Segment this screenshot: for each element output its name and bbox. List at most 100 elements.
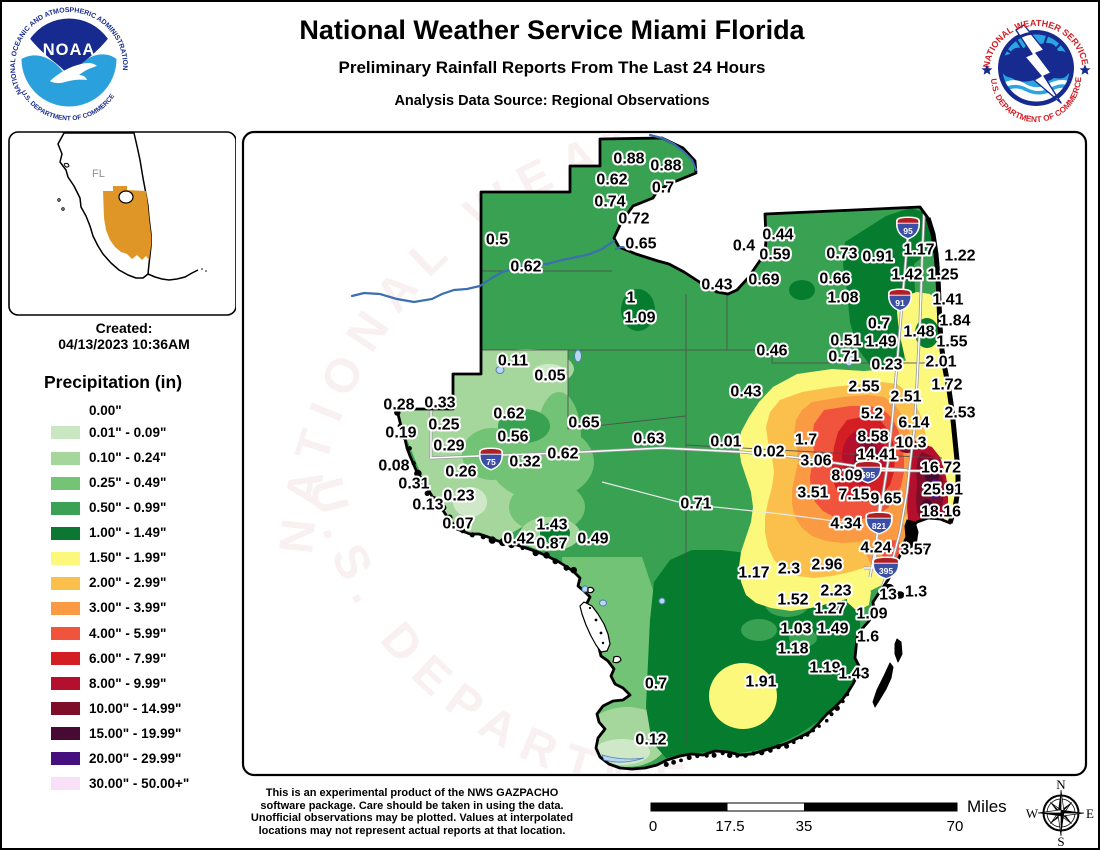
svg-text:95: 95 [903,226,913,236]
svg-text:1.08: 1.08 [827,290,858,307]
svg-text:0.32: 0.32 [509,454,540,471]
svg-text:0: 0 [649,818,657,835]
svg-text:0.49: 0.49 [577,531,608,548]
svg-text:1.19: 1.19 [809,660,840,677]
svg-text:2.51: 2.51 [890,389,921,406]
svg-text:1.18: 1.18 [777,641,808,658]
svg-text:0.62: 0.62 [596,172,627,189]
svg-text:821: 821 [872,521,887,531]
svg-text:1.42: 1.42 [891,267,922,284]
svg-text:13: 13 [879,587,897,604]
svg-text:0.71: 0.71 [828,349,859,366]
svg-text:0.08: 0.08 [378,458,409,475]
svg-text:1.52: 1.52 [777,592,808,609]
svg-text:3.57: 3.57 [900,542,931,559]
svg-text:0.01: 0.01 [710,434,741,451]
svg-text:0.12: 0.12 [635,732,666,749]
svg-text:0.72: 0.72 [618,211,649,228]
svg-text:395: 395 [879,566,894,576]
svg-text:2.96: 2.96 [811,557,842,574]
svg-text:2.01: 2.01 [925,354,956,371]
svg-text:0.31: 0.31 [398,476,429,493]
svg-text:0.02: 0.02 [753,444,784,461]
svg-text:1.43: 1.43 [536,517,567,534]
svg-text:1.25: 1.25 [927,267,958,284]
svg-text:70: 70 [947,818,964,835]
svg-text:0.7: 0.7 [868,316,890,333]
svg-text:0.4: 0.4 [733,238,755,255]
svg-text:4.24: 4.24 [860,540,891,557]
svg-text:0.74: 0.74 [594,194,625,211]
svg-text:0.28: 0.28 [383,397,414,414]
svg-text:1.17: 1.17 [903,242,934,259]
svg-text:10.3: 10.3 [895,435,926,452]
svg-text:17.5: 17.5 [715,818,744,835]
svg-text:0.43: 0.43 [730,384,761,401]
svg-text:18.16: 18.16 [921,504,961,521]
svg-text:595: 595 [861,470,876,480]
svg-text:0.88: 0.88 [613,151,644,168]
svg-text:0.65: 0.65 [568,415,599,432]
svg-text:0.05: 0.05 [534,368,565,385]
svg-text:0.25: 0.25 [428,417,459,434]
svg-text:1.22: 1.22 [944,248,975,265]
svg-text:1.55: 1.55 [936,334,967,351]
svg-text:2.53: 2.53 [944,405,975,422]
svg-text:16.72: 16.72 [921,460,961,477]
svg-text:0.66: 0.66 [819,271,850,288]
svg-text:1.03: 1.03 [780,621,811,638]
svg-text:0.42: 0.42 [503,531,534,548]
svg-text:2.23: 2.23 [820,583,851,600]
svg-text:Miles: Miles [967,797,1007,816]
svg-text:3.51: 3.51 [797,485,828,502]
svg-text:0.62: 0.62 [547,446,578,463]
svg-text:0.71: 0.71 [680,496,711,513]
svg-text:0.5: 0.5 [486,232,508,249]
svg-text:0.87: 0.87 [536,536,567,553]
svg-text:0.23: 0.23 [443,488,474,505]
svg-text:35: 35 [796,818,813,835]
svg-text:0.65: 0.65 [625,236,656,253]
svg-text:1.6: 1.6 [857,629,879,646]
svg-text:0.23: 0.23 [871,357,902,374]
svg-text:1.27: 1.27 [814,601,845,618]
svg-text:5.2: 5.2 [861,406,883,423]
svg-text:91: 91 [895,298,905,308]
svg-text:2.3: 2.3 [778,561,800,578]
svg-text:1: 1 [627,290,636,307]
svg-text:1.43: 1.43 [838,666,869,683]
svg-text:0.51: 0.51 [830,333,861,350]
svg-text:0.88: 0.88 [650,158,681,175]
svg-text:1.84: 1.84 [939,313,970,330]
svg-text:W: W [1026,806,1039,821]
svg-text:1.72: 1.72 [931,377,962,394]
svg-text:S: S [1057,834,1064,849]
svg-text:FL: FL [92,168,105,180]
svg-text:1.41: 1.41 [932,292,963,309]
svg-text:7.15: 7.15 [838,487,869,504]
svg-text:1.48: 1.48 [903,324,934,341]
svg-text:1.17: 1.17 [738,565,769,582]
svg-text:1.7: 1.7 [795,432,817,449]
svg-text:0.62: 0.62 [493,406,524,423]
svg-text:1.3: 1.3 [905,584,927,601]
svg-text:0.29: 0.29 [433,438,464,455]
svg-text:9.65: 9.65 [870,491,901,508]
svg-text:0.19: 0.19 [385,425,416,442]
svg-text:0.69: 0.69 [748,272,779,289]
svg-text:8.09: 8.09 [831,468,862,485]
svg-text:0.07: 0.07 [442,516,473,533]
svg-text:NOAA: NOAA [43,41,96,59]
svg-text:0.63: 0.63 [633,431,664,448]
svg-text:2.55: 2.55 [848,379,879,396]
svg-text:0.43: 0.43 [701,277,732,294]
svg-text:0.59: 0.59 [759,247,790,264]
svg-text:1.91: 1.91 [745,674,776,691]
svg-text:75: 75 [486,457,496,467]
svg-text:0.11: 0.11 [498,353,528,370]
svg-text:0.7: 0.7 [645,676,667,693]
svg-text:6.14: 6.14 [898,415,929,432]
svg-text:0.13: 0.13 [412,497,443,514]
svg-text:E: E [1086,806,1094,821]
svg-text:1.49: 1.49 [865,334,896,351]
